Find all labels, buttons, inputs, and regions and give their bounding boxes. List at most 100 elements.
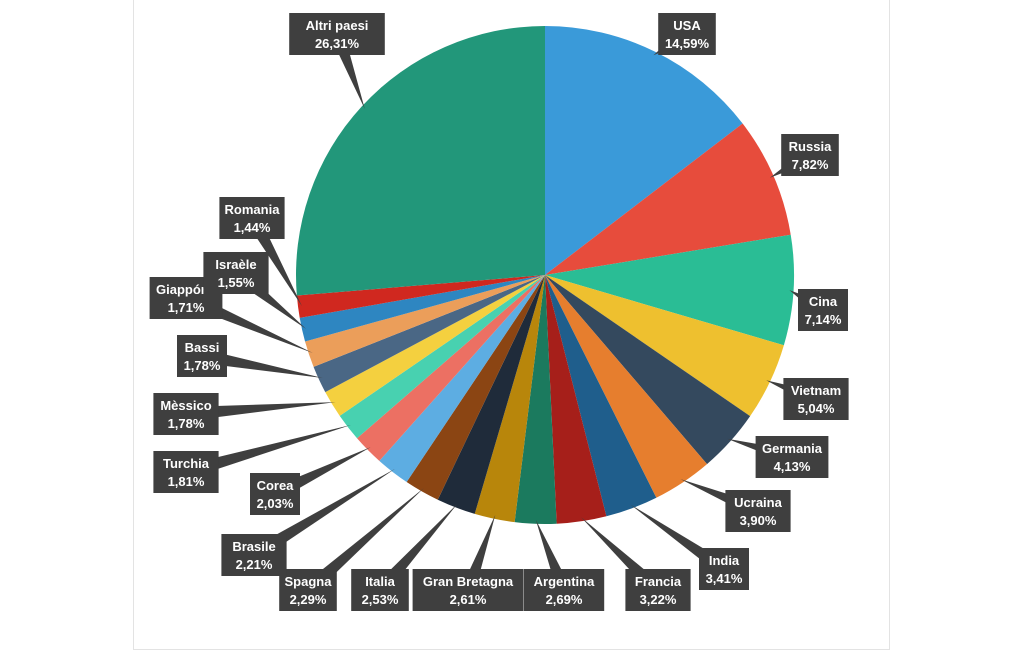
label-box xyxy=(351,569,409,611)
slice-name-label: Vietnam xyxy=(791,383,841,398)
slice-name-label: Spagna xyxy=(285,574,333,589)
slice-value-label: 4,13% xyxy=(774,459,811,474)
slice-value-label: 1,78% xyxy=(184,358,221,373)
pie-slice-vietnam xyxy=(545,275,784,417)
label-box xyxy=(177,335,227,377)
label-box xyxy=(781,134,839,176)
pie-chart: USA 14,59% Russia 7,82% Cina 7,14% Vietnam 5,04… xyxy=(149,13,849,611)
pie-slice-india xyxy=(545,275,657,517)
slice-label: India 3,41% xyxy=(699,548,749,590)
slice-name-label: Bassi xyxy=(185,340,220,355)
slice-value-label: 5,04% xyxy=(798,401,835,416)
slice-value-label: 1,55% xyxy=(218,275,255,290)
slice-name-label: Ucraina xyxy=(734,495,782,510)
slice-value-label: 2,53% xyxy=(362,592,399,607)
slice-value-label: 7,14% xyxy=(805,312,842,327)
slice-value-label: 2,61% xyxy=(450,592,487,607)
slice-label: Romania 1,44% xyxy=(219,197,285,239)
slice-value-label: 2,69% xyxy=(546,592,583,607)
slice-label: Brasile 2,21% xyxy=(221,534,287,576)
pie-slice-corea xyxy=(357,275,545,461)
label-box xyxy=(250,473,300,515)
pie-slice-russia xyxy=(545,123,791,276)
slice-value-label: 2,21% xyxy=(236,557,273,572)
pie-slice-mèssico xyxy=(325,275,545,416)
slice-name-label: Altri paesi xyxy=(306,18,369,33)
label-box xyxy=(658,13,716,55)
slice-label: Altri paesi 26,31% xyxy=(289,13,385,55)
slice-value-label: 14,59% xyxy=(665,36,710,51)
pie-slice-germania xyxy=(545,275,751,465)
pie-slice-bassi xyxy=(313,275,545,393)
pie-slice-usa xyxy=(545,26,743,275)
label-box xyxy=(755,436,829,478)
label-box xyxy=(412,569,524,611)
slice-label: Corea 2,03% xyxy=(250,473,300,515)
pie-slice-spagna xyxy=(406,275,545,500)
pie-slice-brasile xyxy=(379,275,545,483)
slice-value-label: 26,31% xyxy=(315,36,360,51)
slice-label: USA 14,59% xyxy=(658,13,716,55)
slice-label: Russia 7,82% xyxy=(781,134,839,176)
pie-slice-altri-paesi xyxy=(296,26,545,296)
slice-name-label: Romania xyxy=(225,202,281,217)
slice-name-label: Cina xyxy=(809,294,838,309)
slice-name-label: Italia xyxy=(365,574,395,589)
label-box xyxy=(798,289,848,331)
label-box xyxy=(783,378,849,420)
slice-label: Vietnam 5,04% xyxy=(783,378,849,420)
label-box xyxy=(203,252,269,294)
slice-label: Gran Bretagna 2,61% xyxy=(412,569,524,611)
leader-line xyxy=(184,424,352,479)
slice-value-label: 1,71% xyxy=(168,300,205,315)
slice-label: Cina 7,14% xyxy=(798,289,848,331)
label-box xyxy=(153,451,219,493)
chart-frame: USA 14,59% Russia 7,82% Cina 7,14% Vietnam 5,04… xyxy=(133,0,890,650)
label-box xyxy=(279,569,337,611)
slice-name-label: Francia xyxy=(635,574,682,589)
pie-slice-turchia xyxy=(339,275,545,439)
leader-line xyxy=(200,349,323,378)
slice-label: Ucraina 3,90% xyxy=(725,490,791,532)
pie-slice-francia xyxy=(545,275,607,524)
slice-name-label: India xyxy=(709,553,740,568)
slice-name-label: Russia xyxy=(789,139,832,154)
pie-slice-romania xyxy=(296,275,545,318)
slice-name-label: Israèle xyxy=(215,257,256,272)
slice-name-label: USA xyxy=(673,18,701,33)
slice-name-label: Germania xyxy=(762,441,823,456)
slice-label: Bassi 1,78% xyxy=(177,335,227,377)
pie-slice-ucraina xyxy=(545,275,708,498)
label-box xyxy=(725,490,791,532)
slice-label: Turchia 1,81% xyxy=(153,451,219,493)
slice-label: Germania 4,13% xyxy=(755,436,829,478)
pie-slice-argentina xyxy=(514,275,557,525)
slice-name-label: Gran Bretagna xyxy=(423,574,514,589)
label-box xyxy=(699,548,749,590)
label-box xyxy=(153,393,219,435)
slice-value-label: 3,41% xyxy=(706,571,743,586)
slice-label: Italia 2,53% xyxy=(351,569,409,611)
slice-value-label: 3,22% xyxy=(640,592,677,607)
leader-line xyxy=(185,402,336,421)
pie-slice-cina xyxy=(545,234,795,346)
slice-value-label: 7,82% xyxy=(792,157,829,172)
pie-slice-israèle xyxy=(299,275,545,342)
leader-line xyxy=(303,488,424,596)
slice-value-label: 2,29% xyxy=(290,592,327,607)
slice-name-label: Turchia xyxy=(163,456,210,471)
slice-value-label: 2,03% xyxy=(257,496,294,511)
slice-label: Spagna 2,29% xyxy=(279,569,337,611)
slice-label: Francia 3,22% xyxy=(625,569,691,611)
pie-slice-giappóne xyxy=(305,275,545,367)
slice-name-label: Brasile xyxy=(232,539,275,554)
slice-name-label: Argentina xyxy=(534,574,595,589)
pie-slice-gran-bretagna xyxy=(474,275,545,523)
slice-name-label: Mèssico xyxy=(160,398,211,413)
label-box xyxy=(221,534,287,576)
slice-name-label: Giappóne xyxy=(156,282,216,297)
slice-name-label: Corea xyxy=(257,478,295,493)
slice-label: Mèssico 1,78% xyxy=(153,393,219,435)
slice-value-label: 1,81% xyxy=(168,474,205,489)
slice-value-label: 1,78% xyxy=(168,416,205,431)
